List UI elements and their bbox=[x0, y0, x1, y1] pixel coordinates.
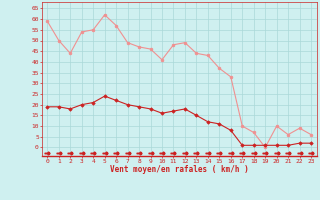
X-axis label: Vent moyen/en rafales ( km/h ): Vent moyen/en rafales ( km/h ) bbox=[110, 165, 249, 174]
